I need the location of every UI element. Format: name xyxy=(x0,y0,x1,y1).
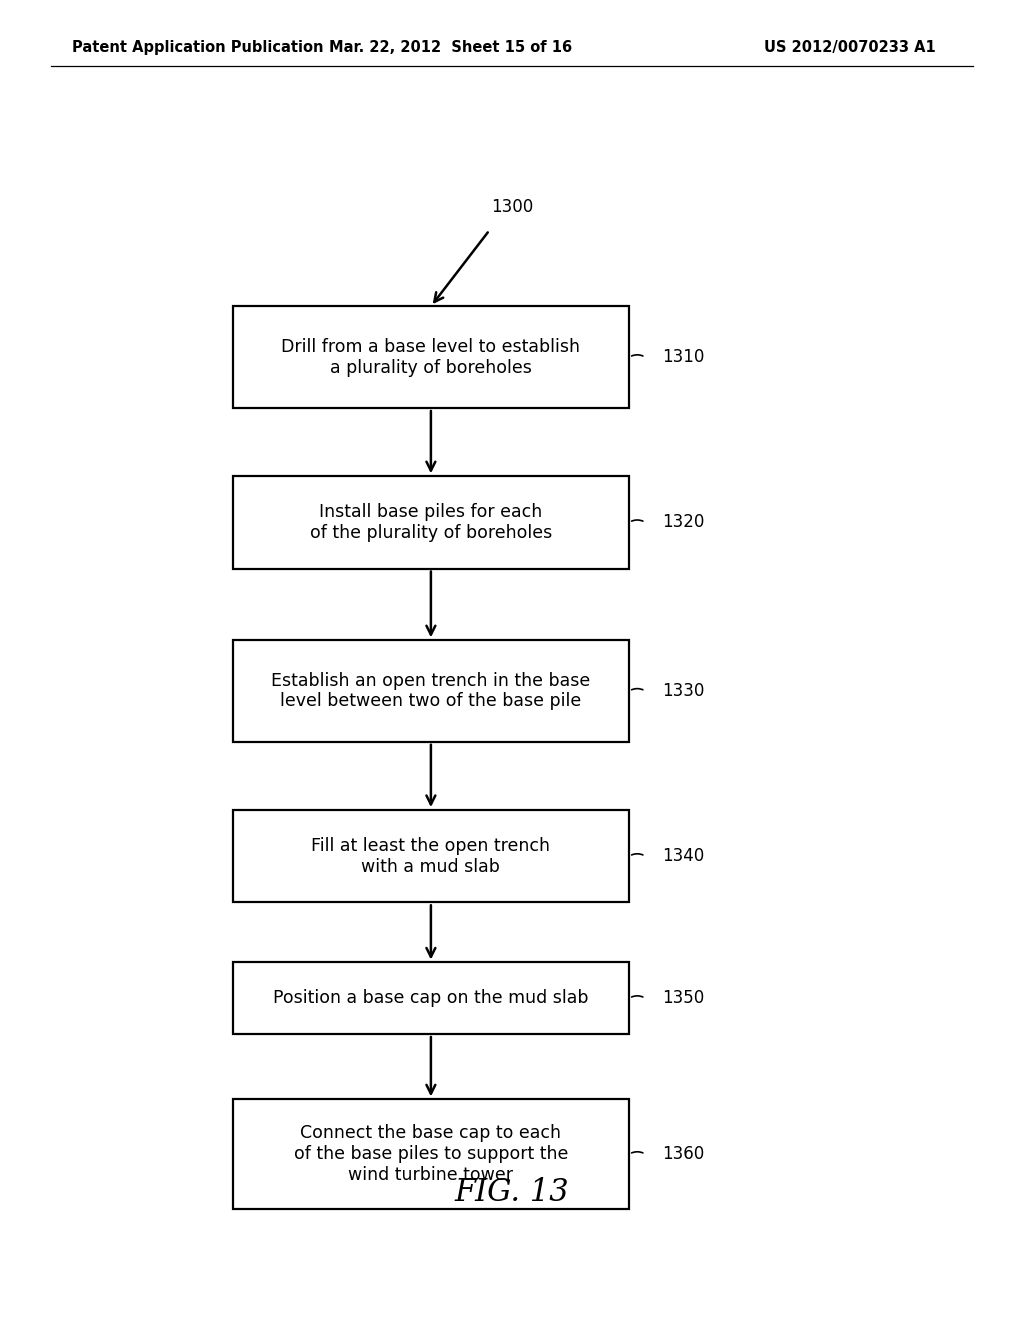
Text: Fill at least the open trench
with a mud slab: Fill at least the open trench with a mud… xyxy=(311,837,550,875)
Text: Patent Application Publication: Patent Application Publication xyxy=(72,40,324,55)
Text: 1330: 1330 xyxy=(662,682,705,700)
Text: 1320: 1320 xyxy=(662,513,705,532)
Text: 1340: 1340 xyxy=(662,847,705,865)
Text: 1350: 1350 xyxy=(662,989,705,1007)
Text: Establish an open trench in the base
level between two of the base pile: Establish an open trench in the base lev… xyxy=(271,672,591,710)
Text: Mar. 22, 2012  Sheet 15 of 16: Mar. 22, 2012 Sheet 15 of 16 xyxy=(329,40,572,55)
Text: 1310: 1310 xyxy=(662,348,705,366)
Text: Drill from a base level to establish
a plurality of boreholes: Drill from a base level to establish a p… xyxy=(282,338,581,376)
Text: Connect the base cap to each
of the base piles to support the
wind turbine tower: Connect the base cap to each of the base… xyxy=(294,1125,568,1184)
Text: Install base piles for each
of the plurality of boreholes: Install base piles for each of the plura… xyxy=(310,503,552,541)
Text: FIG. 13: FIG. 13 xyxy=(455,1177,569,1208)
Text: US 2012/0070233 A1: US 2012/0070233 A1 xyxy=(764,40,936,55)
Text: Position a base cap on the mud slab: Position a base cap on the mud slab xyxy=(273,989,589,1007)
Text: 1300: 1300 xyxy=(490,198,534,216)
Text: 1360: 1360 xyxy=(662,1146,705,1163)
